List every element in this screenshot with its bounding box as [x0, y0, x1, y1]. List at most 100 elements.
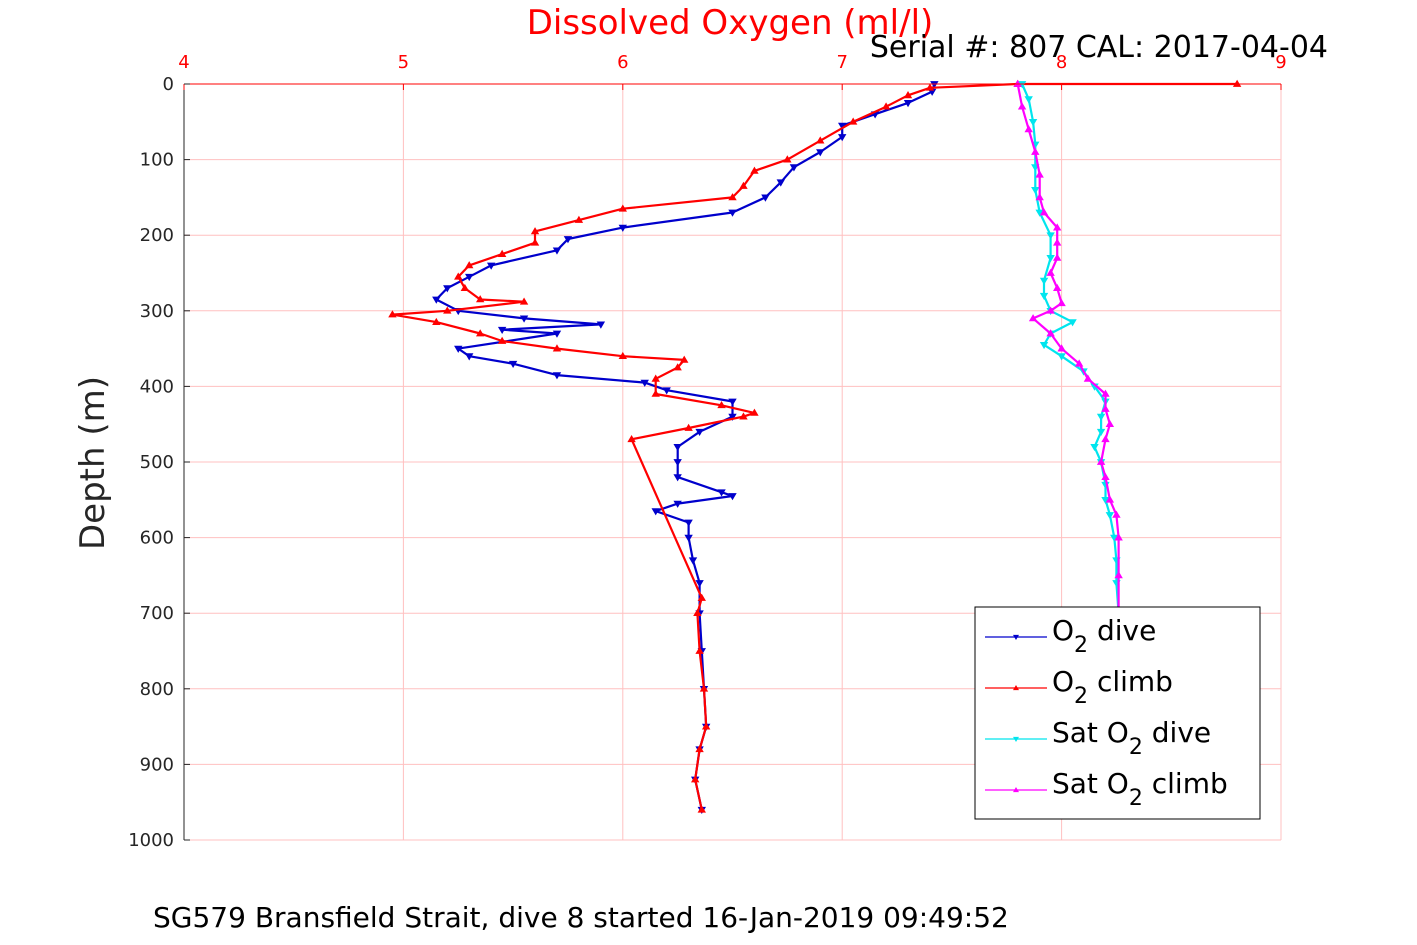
data-point [1024, 125, 1033, 133]
y-tick-label: 500 [140, 452, 174, 473]
data-point [465, 273, 474, 282]
data-point [699, 684, 709, 692]
y-tick-label: 0 [163, 74, 174, 95]
data-point [618, 224, 627, 232]
data-point [693, 608, 702, 617]
data-point [508, 360, 518, 369]
data-point [1046, 255, 1055, 263]
caption: SG579 Bransfield Strait, dive 8 started … [153, 901, 1009, 934]
data-point [695, 744, 704, 753]
data-point [673, 363, 682, 371]
y-tick-label: 700 [140, 603, 174, 624]
legend-marker [1013, 634, 1019, 640]
data-point [816, 136, 825, 144]
data-point [673, 474, 682, 482]
data-point [695, 428, 704, 437]
data-point [454, 345, 463, 353]
data-point [460, 283, 470, 291]
legend-label: Sat O2 climb [1052, 767, 1228, 811]
legend-label: O2 dive [1052, 614, 1156, 658]
y-tick-label: 100 [140, 150, 174, 171]
data-point [688, 557, 698, 565]
data-point [497, 326, 507, 334]
data-point [1057, 344, 1066, 352]
data-point [1053, 283, 1062, 291]
data-point [454, 272, 463, 280]
data-point [673, 444, 682, 452]
y-tick-label: 1000 [128, 830, 174, 851]
data-point [432, 296, 441, 304]
data-point [776, 179, 785, 187]
x-tick-label: 4 [178, 52, 189, 73]
serial-label: Serial #: 807 CAL: 2017-04-04 [870, 30, 1328, 65]
legend-marker [1013, 736, 1019, 742]
data-point [486, 262, 496, 270]
legend-text-after: dive [1088, 614, 1156, 647]
series-o2_dive [432, 81, 939, 815]
legend-label: O2 climb [1052, 665, 1173, 709]
data-point [1046, 268, 1055, 276]
data-point [1114, 533, 1123, 541]
series-layer [388, 79, 1242, 815]
data-point [717, 489, 726, 497]
data-point [618, 204, 627, 212]
data-point [925, 83, 935, 91]
data-point [717, 401, 726, 409]
data-point [903, 91, 913, 99]
data-point [728, 209, 737, 217]
data-point [497, 249, 507, 257]
legend-text-main: Sat O [1052, 767, 1129, 800]
data-point [728, 398, 737, 406]
data-point [728, 193, 737, 201]
data-point [1031, 147, 1040, 155]
data-point [1028, 118, 1038, 127]
data-point [1101, 435, 1110, 443]
data-point [1035, 170, 1044, 178]
data-point [519, 315, 529, 323]
data-point [475, 329, 485, 337]
data-point [728, 413, 737, 421]
data-point [838, 134, 847, 142]
data-point [1046, 232, 1055, 240]
data-point [684, 423, 693, 431]
data-point [1101, 404, 1110, 412]
data-point [1114, 571, 1123, 579]
data-point [1053, 253, 1062, 261]
legend-text-main: O [1052, 614, 1074, 647]
data-point [903, 100, 913, 108]
y-tick-label: 400 [140, 376, 174, 397]
series-line [435, 83, 936, 811]
data-point [697, 593, 706, 601]
data-point [739, 412, 748, 420]
data-point [684, 519, 693, 527]
data-point [680, 355, 689, 363]
legend-text-main: Sat O [1052, 716, 1129, 749]
data-point [750, 166, 759, 174]
data-point [475, 295, 485, 303]
data-point [1096, 428, 1106, 437]
data-point [701, 722, 711, 730]
data-point [1039, 277, 1049, 285]
legend-text-sub: 2 [1074, 633, 1088, 658]
data-point [1035, 193, 1044, 201]
data-point [552, 344, 562, 352]
x-tick-label: 9 [1275, 52, 1286, 73]
data-point [1057, 298, 1066, 307]
data-point [816, 149, 825, 157]
data-point [695, 580, 704, 588]
data-point [848, 117, 858, 125]
legend-text-sub: 2 [1129, 786, 1143, 811]
y-axis-label: Depth (m) [73, 376, 113, 550]
data-point [789, 164, 799, 172]
x-tick-label: 5 [398, 52, 409, 73]
data-point [1046, 306, 1055, 314]
data-point [1017, 102, 1027, 110]
data-point [1039, 292, 1049, 300]
data-point [552, 247, 562, 255]
data-point [881, 102, 891, 110]
data-point [1053, 223, 1062, 231]
legend-text-main: O [1052, 665, 1074, 698]
data-point [1053, 238, 1062, 246]
